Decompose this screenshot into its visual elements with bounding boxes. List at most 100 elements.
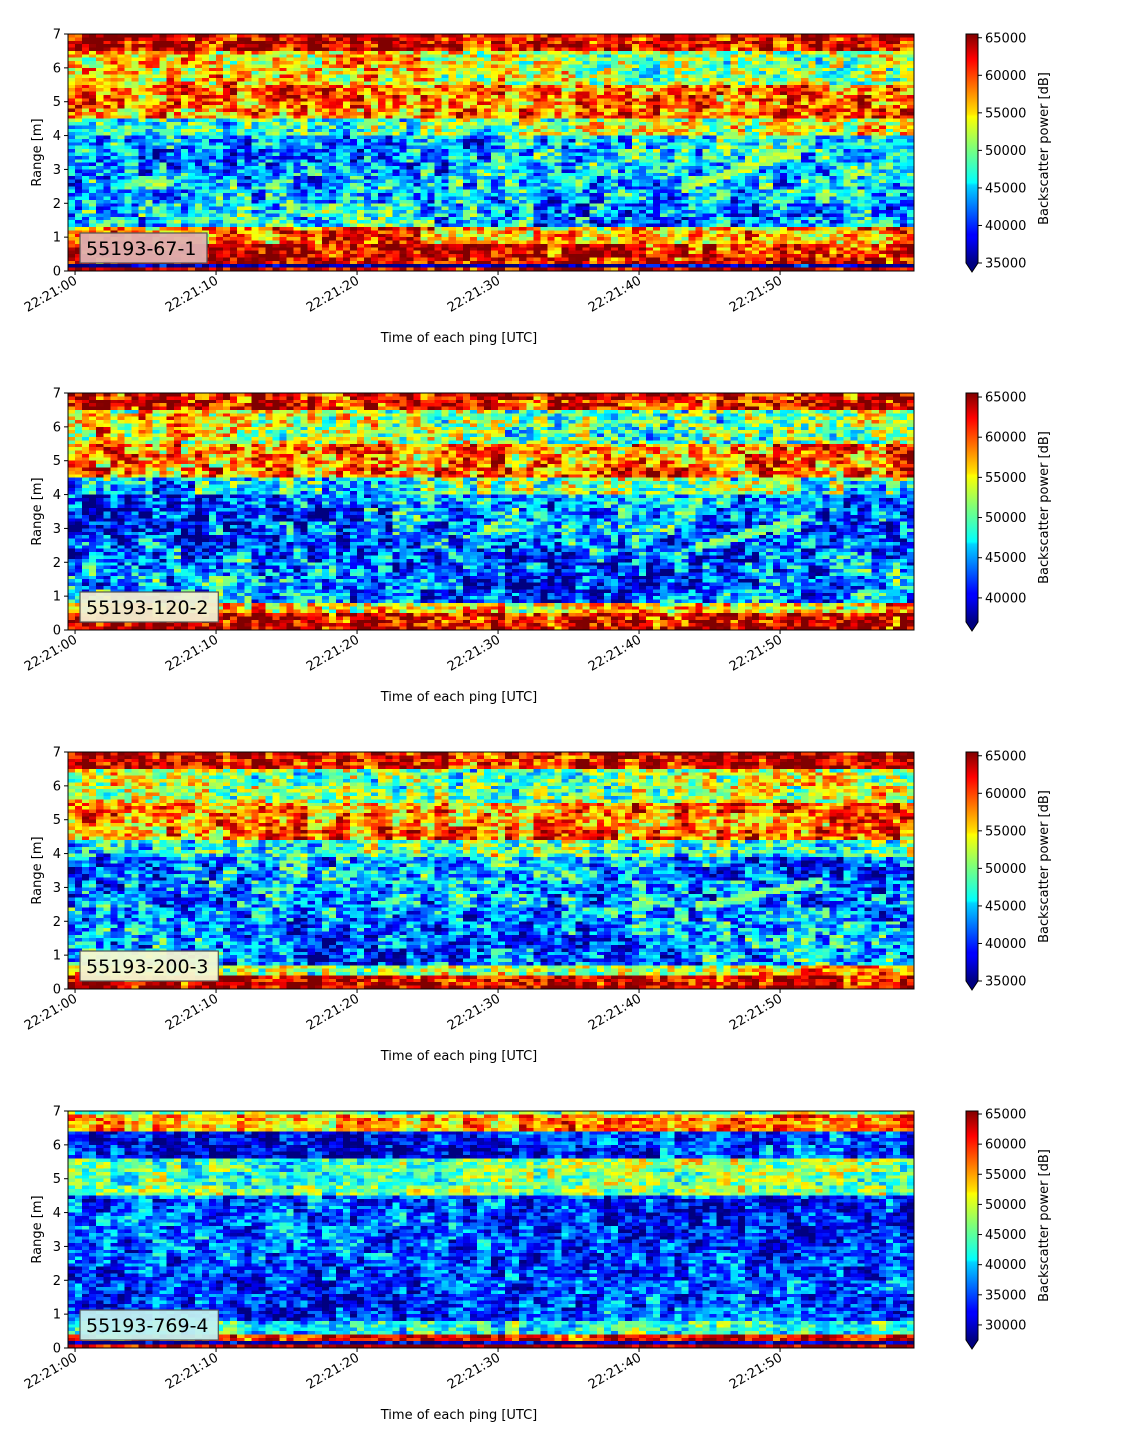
y-tick-label: 7 <box>53 387 61 402</box>
y-tick-label: 7 <box>53 1105 61 1120</box>
colorbar-tick-label: 65000 <box>985 1108 1026 1123</box>
x-tick-label: 22:21:20 <box>304 273 362 315</box>
x-tick-label: 22:21:30 <box>445 1350 503 1392</box>
colorbar-tick-label: 50000 <box>985 144 1026 159</box>
colorbar-label: Backscatter power [dB] <box>1037 72 1052 225</box>
y-tick-label: 3 <box>53 522 61 537</box>
colorbar-tick-label: 55000 <box>985 824 1026 839</box>
y-tick-label: 2 <box>53 197 61 212</box>
panel-3: 0 1 2 3 4 5 6 7 22:21:00 22:21:10 22:21:20 22:21:30… <box>22 746 1052 1065</box>
plot-frame <box>67 33 915 272</box>
y-tick-label: 6 <box>53 61 61 76</box>
x-tick-label: 22:21:50 <box>727 632 785 674</box>
colorbar-tick-label: 40000 <box>985 219 1026 234</box>
x-tick-label: 22:21:00 <box>22 1350 80 1392</box>
x-axis-label: Time of each ping [UTC] <box>380 331 538 346</box>
y-tick-label: 4 <box>53 129 61 144</box>
y-tick-label: 0 <box>53 265 61 280</box>
y-tick-label: 6 <box>53 420 61 435</box>
x-tick-label: 22:21:50 <box>727 991 785 1033</box>
colorbar-tick-label: 35000 <box>985 1288 1026 1303</box>
colorbar-tick-label: 35000 <box>985 975 1026 990</box>
x-tick-label: 22:21:40 <box>586 273 644 315</box>
y-tick-label: 4 <box>53 847 61 862</box>
y-tick-label: 1 <box>53 1308 61 1323</box>
x-tick-label: 22:21:20 <box>304 632 362 674</box>
y-tick-label: 0 <box>53 983 61 998</box>
y-tick-label: 7 <box>53 28 61 43</box>
x-tick-label: 22:21:20 <box>304 991 362 1033</box>
x-axis-label: Time of each ping [UTC] <box>380 1408 538 1423</box>
panel-label: 55193-67-1 <box>86 238 196 260</box>
panel-4: 0 1 2 3 4 5 6 7 22:21:00 22:21:10 22:21:20 22:21:30… <box>22 1105 1052 1424</box>
colorbar-tick-label: 50000 <box>985 511 1026 526</box>
colorbar-tick-label: 50000 <box>985 862 1026 877</box>
colorbar-label: Backscatter power [dB] <box>1037 790 1052 943</box>
panel-label: 55193-120-2 <box>86 597 209 619</box>
x-tick-label: 22:21:40 <box>586 1350 644 1392</box>
x-tick-label: 22:21:00 <box>22 273 80 315</box>
y-axis-label: Range [m] <box>30 477 45 545</box>
colorbar-tick-label: 40000 <box>985 591 1026 606</box>
panel-2: 0 1 2 3 4 5 6 7 22:21:00 22:21:10 22:21:20 22:21:30… <box>22 387 1052 706</box>
colorbar-tick-label: 50000 <box>985 1198 1026 1213</box>
y-tick-label: 5 <box>53 95 61 110</box>
x-tick-label: 22:21:10 <box>163 991 221 1033</box>
y-tick-label: 2 <box>53 1274 61 1289</box>
x-tick-label: 22:21:10 <box>163 632 221 674</box>
colorbar-tick-label: 60000 <box>985 69 1026 84</box>
x-tick-label: 22:21:30 <box>445 991 503 1033</box>
colorbar-tick-label: 55000 <box>985 106 1026 121</box>
colorbar-tick-label: 45000 <box>985 551 1026 566</box>
colorbar-tick-label: 55000 <box>985 471 1026 486</box>
y-tick-label: 1 <box>53 590 61 605</box>
y-tick-label: 0 <box>53 624 61 639</box>
y-tick-label: 0 <box>53 1342 61 1357</box>
y-tick-label: 6 <box>53 1138 61 1153</box>
y-tick-label: 1 <box>53 949 61 964</box>
panel-label: 55193-769-4 <box>86 1315 209 1337</box>
plot-frame <box>67 1110 915 1349</box>
colorbar-frame <box>965 33 979 273</box>
panel-label-box <box>79 1309 219 1341</box>
x-axis-label: Time of each ping [UTC] <box>380 1049 538 1064</box>
colorbar-label: Backscatter power [dB] <box>1037 1149 1052 1302</box>
colorbar-tick-label: 65000 <box>985 749 1026 764</box>
x-tick-label: 22:21:40 <box>586 991 644 1033</box>
x-tick-label: 22:21:50 <box>727 1350 785 1392</box>
panel-label-box <box>79 950 219 982</box>
colorbar-tick-label: 60000 <box>985 1138 1026 1153</box>
x-axis-label: Time of each ping [UTC] <box>380 690 538 705</box>
colorbar-tick-label: 45000 <box>985 1228 1026 1243</box>
colorbar-frame <box>965 751 979 991</box>
panel-label: 55193-200-3 <box>86 956 209 978</box>
colorbar-tick-label: 65000 <box>985 391 1026 406</box>
colorbar-gradient <box>966 752 978 981</box>
y-tick-label: 1 <box>53 231 61 246</box>
plot-frame <box>67 751 915 990</box>
y-tick-label: 4 <box>53 1206 61 1221</box>
y-tick-label: 4 <box>53 488 61 503</box>
x-tick-label: 22:21:00 <box>22 632 80 674</box>
colorbar-gradient <box>966 1111 978 1340</box>
colorbar-tick-label: 40000 <box>985 1258 1026 1273</box>
y-tick-label: 3 <box>53 163 61 178</box>
x-tick-label: 22:21:20 <box>304 1350 362 1392</box>
colorbar-tick-label: 55000 <box>985 1168 1026 1183</box>
y-axis-label: Range [m] <box>30 836 45 904</box>
colorbar-tick-label: 45000 <box>985 899 1026 914</box>
colorbar-tick-label: 35000 <box>985 257 1026 272</box>
y-axis-label: Range [m] <box>30 118 45 186</box>
panel-label-box <box>79 232 208 264</box>
colorbar-tick-label: 45000 <box>985 181 1026 196</box>
colorbar-tick-label: 65000 <box>985 31 1026 46</box>
plot-frame <box>67 392 915 631</box>
x-tick-label: 22:21:40 <box>586 632 644 674</box>
y-tick-label: 7 <box>53 746 61 761</box>
colorbar-frame <box>965 392 979 632</box>
y-tick-label: 6 <box>53 779 61 794</box>
heatmap-image <box>68 752 914 989</box>
x-tick-label: 22:21:30 <box>445 273 503 315</box>
panel-1: 0 1 2 3 4 5 6 7 22:21:00 22:21:10 22:21:20 22:21:30… <box>22 28 1052 347</box>
colorbar-extend-arrow <box>966 622 978 631</box>
